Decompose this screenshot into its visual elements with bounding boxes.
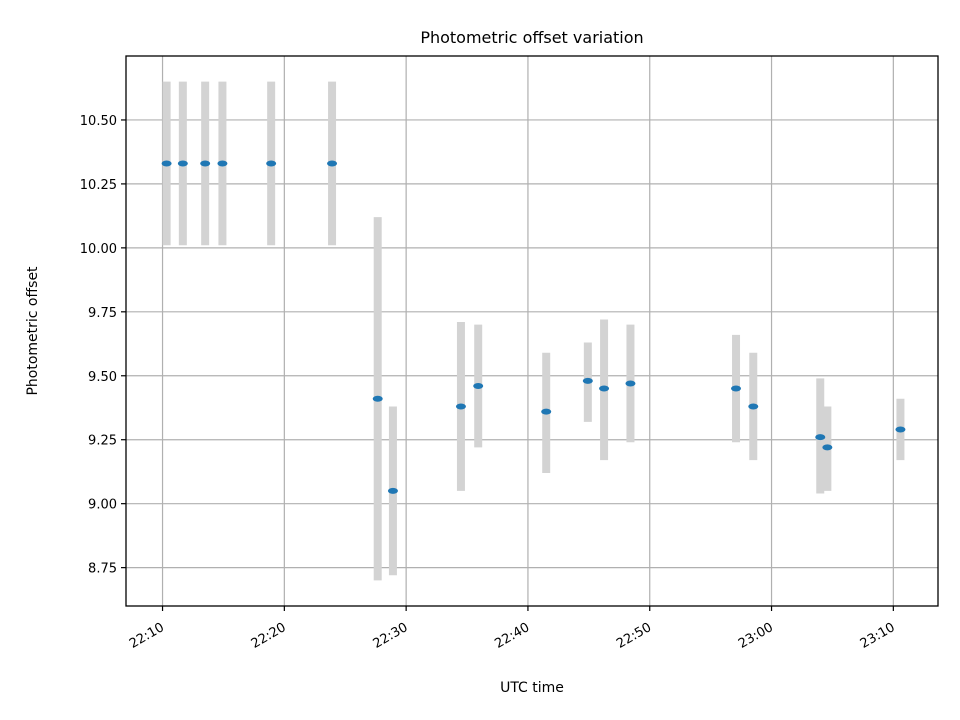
chart-title: Photometric offset variation	[420, 28, 643, 47]
data-point	[582, 377, 593, 384]
y-tick-label: 9.75	[88, 306, 117, 321]
plot-frame	[125, 55, 939, 607]
y-tick-label: 9.25	[88, 434, 117, 449]
y-tick-label: 10.25	[80, 178, 117, 193]
data-point	[200, 160, 211, 167]
grid	[126, 56, 938, 606]
data-point	[177, 160, 188, 167]
data-points	[161, 160, 906, 494]
y-tick-label: 8.75	[88, 562, 117, 577]
y-tick-label: 9.00	[88, 498, 117, 513]
y-axis-label: Photometric offset	[25, 266, 41, 396]
data-point	[895, 426, 906, 433]
y-tick-label: 9.50	[88, 370, 117, 385]
data-point	[625, 380, 636, 387]
data-point	[541, 408, 552, 415]
data-point	[327, 160, 338, 167]
data-point	[455, 403, 466, 410]
data-point	[387, 487, 398, 494]
x-axis-label: UTC time	[500, 680, 564, 696]
y-axis-ticks: 8.75 9.00 9.25 9.50 9.75 10.00 10.25 10.50	[80, 114, 126, 577]
data-point	[815, 434, 826, 441]
y-tick-label: 10.00	[80, 242, 117, 257]
data-point	[161, 160, 172, 167]
y-tick-label: 10.50	[80, 114, 117, 129]
data-point	[473, 383, 484, 389]
data-point	[217, 160, 228, 167]
data-point	[266, 160, 277, 167]
data-point	[748, 403, 759, 410]
data-point	[822, 444, 833, 451]
data-point	[599, 385, 610, 392]
data-point	[372, 395, 383, 402]
data-point	[731, 385, 742, 392]
